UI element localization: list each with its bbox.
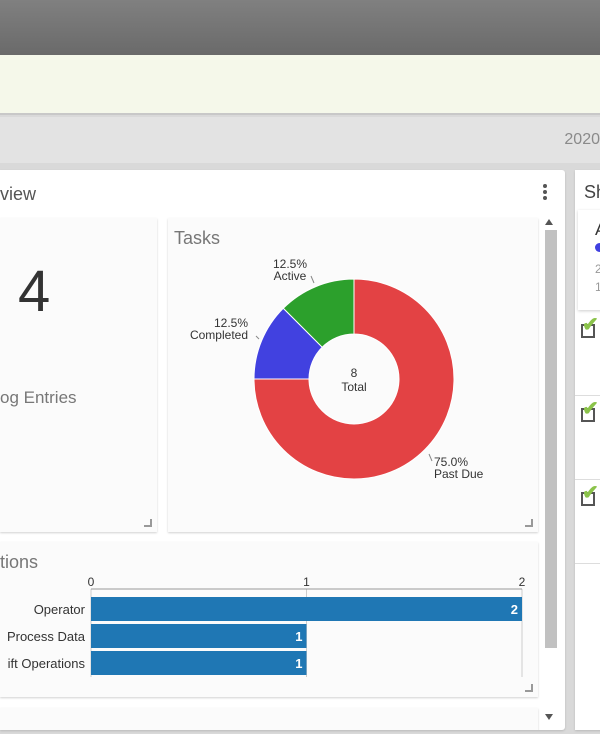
date-text: 2020 xyxy=(564,131,600,148)
scrollbar-thumb[interactable] xyxy=(545,230,557,648)
category-label: Operator xyxy=(34,602,86,617)
resize-handle-icon[interactable] xyxy=(144,519,152,527)
banner xyxy=(0,55,600,115)
tasks-title: Tasks xyxy=(174,228,221,248)
top-bar xyxy=(0,0,600,55)
right-card-line2: 1 xyxy=(595,280,600,294)
resize-handle-icon[interactable] xyxy=(525,519,533,527)
right-panel-card[interactable]: A 2 1 xyxy=(578,210,600,310)
right-card-initial: A xyxy=(595,220,600,240)
date-bar: 2020 xyxy=(0,117,600,163)
bar-value-label: 2 xyxy=(511,602,518,617)
check-icon: ✔ xyxy=(582,314,599,336)
checkbox[interactable] xyxy=(581,408,595,422)
more-options-icon[interactable] xyxy=(540,183,550,201)
list-item[interactable]: ✔ xyxy=(575,396,600,480)
checkbox[interactable] xyxy=(581,492,595,506)
panel-title: view xyxy=(0,184,37,204)
slice-name-label: Completed xyxy=(190,328,248,342)
label-leader-line xyxy=(310,275,315,284)
label-leader-line xyxy=(255,335,260,340)
label-leader-line xyxy=(428,453,433,462)
operations-card[interactable]: tions 0 1 2 Operator 2 Process Data 1 ift Opera… xyxy=(0,542,538,697)
slice-name-label: Past Due xyxy=(434,467,484,481)
log-entries-card[interactable]: 4 og Entries xyxy=(0,218,157,532)
bar-value-label: 1 xyxy=(295,656,302,671)
list-item[interactable]: ✔ xyxy=(575,480,600,564)
right-panel: Sh A 2 1 ✔ ✔ ✔ xyxy=(575,170,600,730)
category-label: Process Data xyxy=(7,629,86,644)
checkbox[interactable] xyxy=(581,324,595,338)
partial-card xyxy=(0,708,538,730)
donut-slice-active[interactable] xyxy=(282,278,355,348)
slice-percent-label: 75.0% xyxy=(434,455,468,469)
log-entries-label: og Entries xyxy=(0,388,77,407)
operations-bar-chart: 0 1 2 Operator 2 Process Data 1 ift Operations 1 xyxy=(7,575,526,677)
scroll-up-arrow-icon[interactable] xyxy=(545,219,553,225)
operations-title: tions xyxy=(0,552,39,572)
overview-panel: view 4 og Entries Tasks 75.0% Past Due 12.… xyxy=(0,170,565,730)
donut-center-value: 8 xyxy=(351,366,358,380)
slice-percent-label: 12.5% xyxy=(214,316,248,330)
status-dot-icon xyxy=(595,243,600,252)
bar[interactable] xyxy=(91,651,307,675)
slice-percent-label: 12.5% xyxy=(273,257,307,271)
tasks-donut-chart: 75.0%Past Due12.5%Completed12.5%Active8T… xyxy=(190,257,484,481)
bar[interactable] xyxy=(91,624,307,648)
check-icon: ✔ xyxy=(582,482,599,504)
x-tick-label: 1 xyxy=(303,575,310,589)
scroll-down-arrow-icon[interactable] xyxy=(545,714,553,720)
donut-slice-past-due[interactable] xyxy=(253,278,455,480)
check-icon: ✔ xyxy=(582,398,599,420)
bar-value-label: 1 xyxy=(295,629,302,644)
x-tick-label: 0 xyxy=(88,575,95,589)
right-card-line1: 2 xyxy=(595,262,600,276)
slice-name-label: Active xyxy=(274,269,307,283)
bar[interactable] xyxy=(91,597,522,621)
tasks-card[interactable]: Tasks 75.0% Past Due 12.5% Completed 12.5% Ac… xyxy=(168,218,538,532)
right-panel-title: Sh xyxy=(584,182,600,202)
resize-handle-icon[interactable] xyxy=(525,684,533,692)
scrollbar[interactable] xyxy=(543,216,557,724)
donut-center-label: Total xyxy=(341,380,366,394)
x-tick-label: 2 xyxy=(519,575,526,589)
log-entries-count: 4 xyxy=(18,259,51,324)
category-label: ift Operations xyxy=(8,656,86,671)
list-item[interactable]: ✔ xyxy=(575,312,600,396)
